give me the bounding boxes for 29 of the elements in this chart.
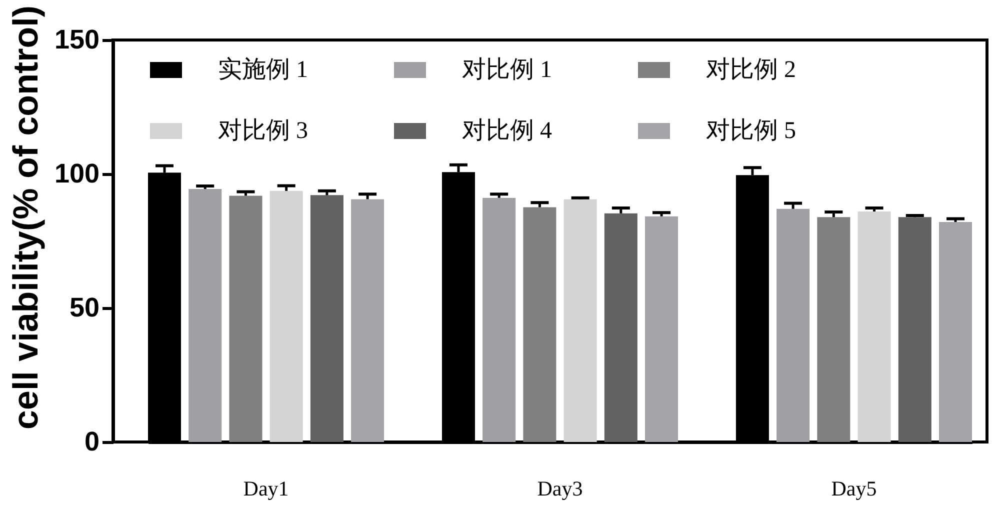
y-tick-label: 100 <box>54 158 100 188</box>
y-axis-title: cell viability(% of control) <box>6 6 46 430</box>
y-tick-label: 150 <box>54 24 100 54</box>
legend-label: 对比例 4 <box>462 118 552 144</box>
legend-label: 对比例 2 <box>706 57 796 83</box>
bar <box>604 213 638 442</box>
bar <box>482 198 516 442</box>
bar <box>645 216 678 442</box>
bar <box>564 199 597 442</box>
bar <box>188 189 222 442</box>
bar <box>898 217 932 442</box>
bar <box>270 190 303 442</box>
x-tick-label: Day3 <box>537 476 583 500</box>
bar <box>229 196 262 442</box>
x-tick-label: Day1 <box>243 476 289 500</box>
x-tick-label: Day5 <box>831 476 877 500</box>
y-tick-label: 0 <box>84 426 100 456</box>
bar <box>776 208 810 442</box>
bar <box>523 207 556 442</box>
legend-label: 对比例 1 <box>462 57 552 83</box>
bar <box>351 199 384 442</box>
legend-label: 对比例 5 <box>706 118 796 144</box>
legend-label: 对比例 3 <box>218 118 308 144</box>
y-tick-label: 50 <box>69 292 100 322</box>
bar <box>310 195 344 442</box>
bar <box>858 212 891 442</box>
bar <box>817 217 850 442</box>
bar <box>938 222 972 442</box>
legend-label: 实施例 1 <box>218 56 308 83</box>
